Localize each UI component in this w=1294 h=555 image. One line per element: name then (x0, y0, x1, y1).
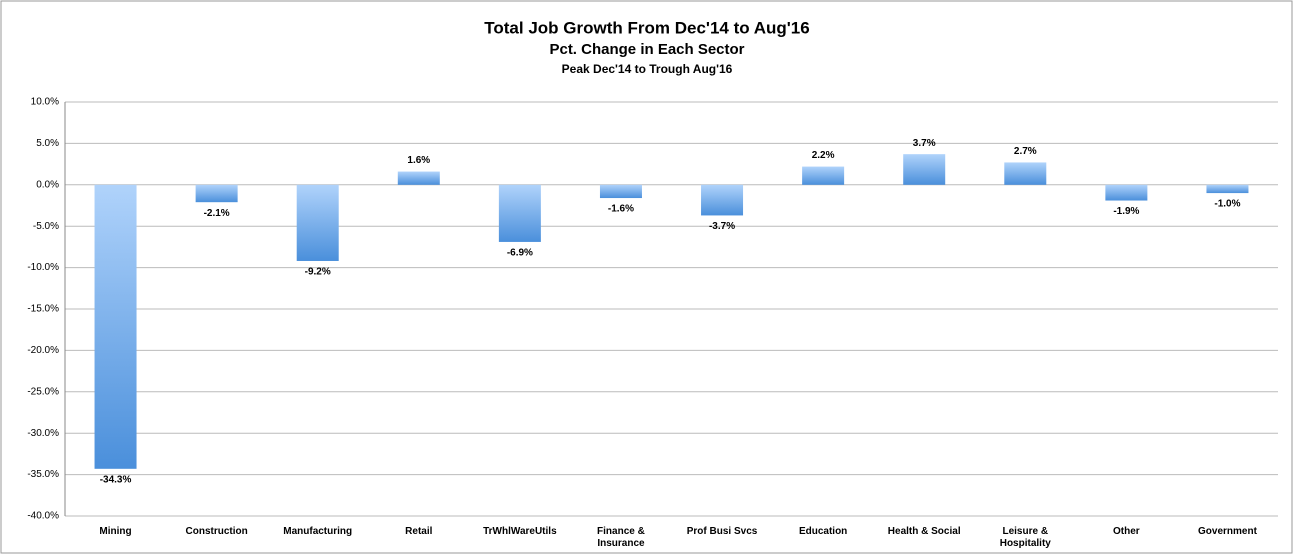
value-label: -3.7% (709, 221, 735, 232)
x-tick-label: Health & Social (887, 526, 961, 537)
y-tick-label: -30.0% (27, 428, 59, 439)
x-tick-label: Construction (185, 526, 248, 537)
x-tick-label: TrWhlWareUtils (483, 526, 557, 537)
x-tick-label: Mining (99, 526, 132, 537)
value-label: -1.9% (1113, 206, 1139, 217)
x-tick-label: Manufacturing (283, 526, 353, 537)
value-label: -1.6% (608, 204, 634, 215)
bar (701, 184, 744, 216)
bar (1105, 184, 1148, 201)
bar (296, 184, 339, 261)
chart-subtitle: Pct. Change in Each Sector (549, 41, 744, 58)
bar (1206, 184, 1249, 194)
y-tick-label: -35.0% (27, 469, 59, 480)
x-tick-label: Other (1113, 526, 1140, 537)
value-label: -34.3% (100, 474, 132, 485)
y-tick-label: -20.0% (27, 345, 59, 356)
y-tick-label: 10.0% (31, 97, 59, 108)
value-label: 2.7% (1014, 146, 1037, 157)
y-tick-label: -5.0% (33, 221, 59, 232)
y-tick-label: -25.0% (27, 386, 59, 397)
bar (397, 171, 440, 185)
bar (599, 184, 642, 199)
y-tick-label: 0.0% (36, 179, 59, 190)
x-tick-label: Government (1198, 526, 1257, 537)
bar (498, 184, 541, 242)
value-label: 1.6% (407, 155, 430, 166)
value-label: -6.9% (507, 248, 533, 259)
value-label: -2.1% (204, 208, 230, 219)
value-label: -1.0% (1214, 199, 1240, 210)
bar (903, 154, 946, 185)
bar (1004, 162, 1047, 185)
value-label: 2.2% (812, 150, 835, 161)
x-tick-label: Leisure & Hospitality (999, 526, 1051, 549)
chart-title: Total Job Growth From Dec'14 to Aug'16 (484, 18, 809, 37)
bar (94, 184, 137, 469)
x-tick-label: Prof Busi Svcs (686, 526, 758, 537)
y-tick-label: -40.0% (27, 511, 59, 522)
chart-note: Peak Dec'14 to Trough Aug'16 (562, 62, 733, 76)
y-tick-label: -10.0% (27, 262, 59, 273)
y-tick-label: 5.0% (36, 138, 59, 149)
bar (195, 184, 238, 203)
y-tick-label: -15.0% (27, 304, 59, 315)
x-tick-label: Finance & Insurance (597, 526, 645, 549)
value-label: -9.2% (305, 267, 331, 278)
x-tick-label: Education (798, 526, 848, 537)
x-tick-label: Retail (405, 526, 433, 537)
value-label: 3.7% (913, 138, 936, 149)
bar (802, 166, 845, 185)
